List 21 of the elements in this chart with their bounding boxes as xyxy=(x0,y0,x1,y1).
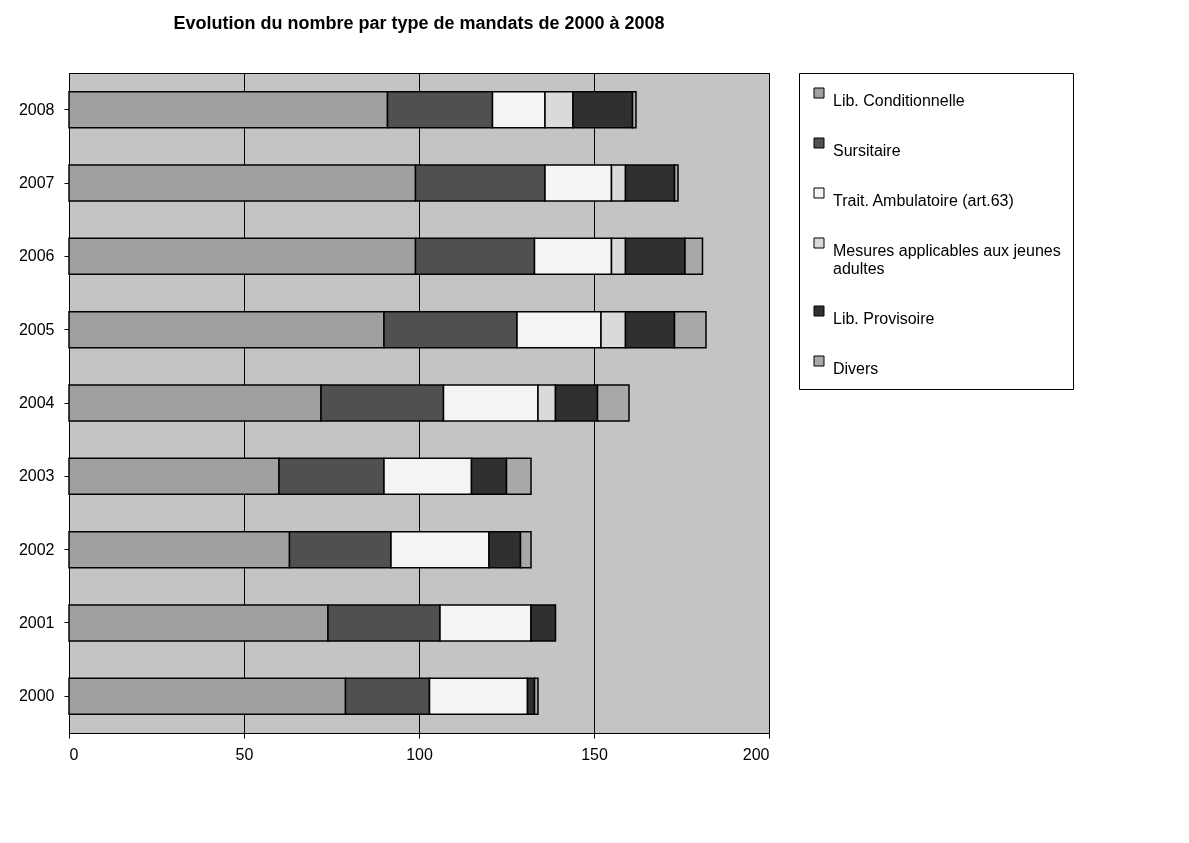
y-tick-label: 2006 xyxy=(18,247,55,265)
legend-label: Divers xyxy=(833,360,879,377)
legend-label: Lib. Conditionnelle xyxy=(833,92,965,109)
y-tick-label: 2007 xyxy=(18,174,55,191)
y-tick-label: 2000 xyxy=(18,687,55,705)
legend-label: Trait. Ambulatoire (art.63) xyxy=(833,192,1014,209)
y-tick-label: 2004 xyxy=(18,394,55,411)
x-tick-label: 200 xyxy=(742,745,770,763)
y-tick-label: 2005 xyxy=(18,320,55,338)
chart-title: Evolution du nombre par type de mandats de 2000 à 2008 xyxy=(173,12,665,33)
y-tick-label: 2003 xyxy=(18,467,55,485)
x-tick-label: 50 xyxy=(235,745,254,763)
y-tick-label: 2001 xyxy=(18,614,55,631)
legend-label: Lib. Provisoire xyxy=(833,310,935,327)
y-tick-label: 2008 xyxy=(18,100,55,118)
y-tick-label: 2002 xyxy=(18,540,55,558)
x-tick-label: 0 xyxy=(69,745,79,763)
x-tick-label: 150 xyxy=(581,745,608,763)
legend-label: Mesures applicables aux jeunes adultes xyxy=(833,242,1061,277)
legend-label: Sursitaire xyxy=(833,142,901,159)
x-tick-label: 100 xyxy=(406,745,433,763)
